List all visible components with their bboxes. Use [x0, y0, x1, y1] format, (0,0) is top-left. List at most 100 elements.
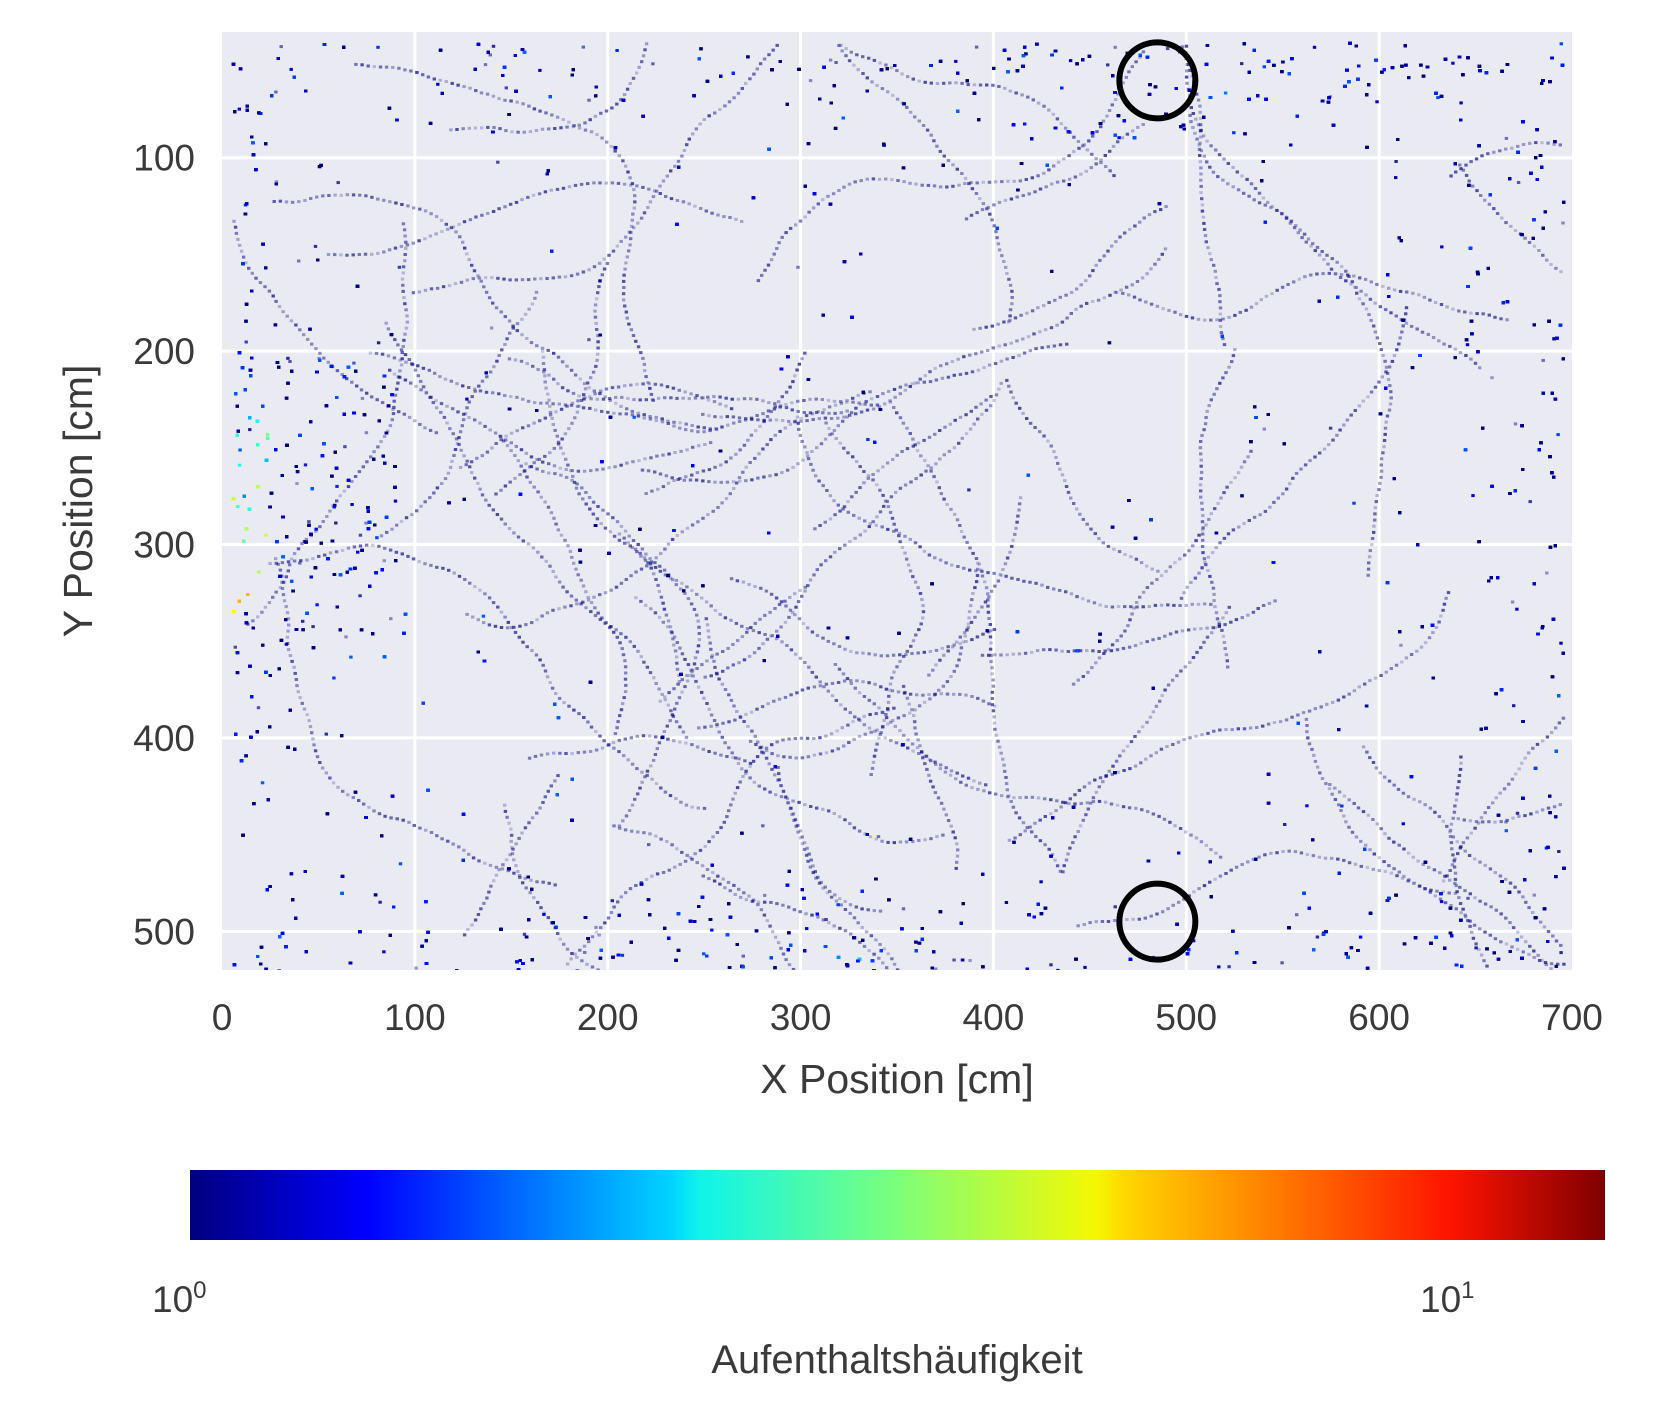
heatmap-cell	[268, 674, 272, 677]
heatmap-cell	[291, 589, 295, 593]
heatmap-cell	[1208, 860, 1212, 864]
heatmap-cell	[1283, 823, 1287, 826]
heatmap-cell	[264, 142, 268, 146]
heatmap-cell	[264, 142, 268, 146]
heatmap-cell	[1528, 849, 1532, 853]
heatmap-cell	[578, 560, 583, 564]
heatmap-cell	[1407, 76, 1411, 80]
heatmap-cell	[297, 259, 301, 263]
heatmap-cell	[1440, 245, 1444, 249]
heatmap-cell	[238, 448, 242, 452]
heatmap-cell	[353, 790, 358, 794]
heatmap-cell	[1050, 269, 1054, 273]
heatmap-cell	[307, 523, 311, 527]
heatmap-cell	[353, 790, 358, 794]
heatmap-cell	[746, 55, 750, 59]
heatmap-cell	[1243, 132, 1247, 136]
heatmap-cell	[264, 967, 268, 970]
heatmap-cell	[307, 523, 311, 527]
heatmap-cell	[1554, 875, 1558, 879]
heatmap-cell	[1354, 44, 1358, 48]
heatmap-cell	[914, 940, 918, 944]
heatmap-cell	[291, 589, 295, 593]
heatmap-cell	[273, 323, 278, 327]
heatmap-cell	[1402, 942, 1407, 946]
heatmap-cell	[1485, 947, 1489, 951]
heatmap-cell	[1354, 44, 1358, 48]
heatmap-cell	[1486, 266, 1490, 270]
heatmap-cell	[701, 584, 705, 588]
heatmap-cell	[237, 107, 241, 111]
heatmap-cell	[295, 470, 300, 474]
heatmap-cell	[414, 966, 418, 970]
heatmap-cell	[1243, 132, 1247, 136]
heatmap-cell	[264, 967, 268, 970]
heatmap-cell	[1557, 850, 1561, 853]
heatmap-cell	[1358, 935, 1363, 939]
heatmap-cell	[535, 409, 539, 412]
heatmap-cell	[358, 594, 362, 598]
heatmap-cell	[787, 931, 791, 935]
heatmap-cell	[313, 244, 318, 248]
heatmap-cell	[1281, 60, 1285, 64]
heatmap-cell	[308, 327, 312, 331]
heatmap-cell	[284, 618, 288, 622]
heatmap-cell	[307, 523, 311, 527]
heatmap-cell	[245, 104, 249, 108]
heatmap-cell	[1492, 951, 1496, 955]
heatmap-cell	[1394, 160, 1398, 163]
heatmap-cell	[1453, 356, 1457, 360]
heatmap-cell	[1354, 44, 1358, 48]
heatmap-cell	[1496, 957, 1501, 961]
heatmap-cell	[309, 420, 313, 424]
heatmap-cell	[1240, 494, 1244, 498]
heatmap-cell	[1510, 600, 1515, 604]
heatmap-cell	[1392, 477, 1396, 481]
heatmap-cell	[1402, 942, 1407, 946]
heatmap-cell	[332, 573, 337, 576]
heatmap-cell	[244, 319, 248, 323]
heatmap-cell	[598, 333, 602, 337]
heatmap-cell	[268, 725, 272, 729]
heatmap-cell	[914, 940, 918, 944]
heatmap-cell	[308, 327, 312, 331]
heatmap-cell	[268, 674, 272, 677]
heatmap-cell	[333, 503, 337, 507]
heatmap-cell	[384, 431, 389, 435]
heatmap-cell	[1490, 376, 1494, 380]
heatmap-cell	[901, 907, 906, 911]
heatmap-cell	[575, 969, 580, 970]
heatmap-cell	[530, 887, 534, 891]
heatmap-cell	[1496, 957, 1501, 961]
heatmap-cell	[288, 708, 292, 712]
heatmap-cell	[268, 725, 272, 729]
heatmap-cell	[1448, 931, 1453, 935]
heatmap-cell	[1337, 728, 1341, 732]
heatmap-cell	[1515, 811, 1520, 815]
heatmap-cell	[710, 928, 714, 932]
heatmap-cell	[1396, 138, 1400, 141]
heatmap-cell	[377, 419, 381, 423]
heatmap-cell	[954, 59, 958, 63]
heatmap-cell	[1262, 65, 1266, 69]
heatmap-cell	[264, 142, 268, 146]
heatmap-cell	[1349, 946, 1354, 950]
heatmap-cell	[778, 60, 782, 63]
heatmap-cell	[1553, 140, 1557, 144]
heatmap-cell	[761, 824, 765, 828]
heatmap-cell	[1554, 964, 1558, 968]
heatmap-cell	[646, 898, 651, 902]
heatmap-cell	[1177, 851, 1181, 855]
heatmap-cell	[1012, 840, 1016, 844]
heatmap-cell	[268, 674, 272, 677]
heatmap-cell	[288, 708, 292, 712]
heatmap-cell	[356, 550, 360, 554]
heatmap-cell	[1554, 875, 1558, 879]
heatmap-cell	[1050, 269, 1054, 273]
heatmap-cell	[828, 58, 833, 62]
heatmap-cell	[1410, 366, 1415, 370]
heatmap-cell	[307, 520, 311, 524]
heatmap-cell	[1410, 366, 1415, 370]
heatmap-cell	[235, 404, 239, 408]
heatmap-cell	[746, 55, 750, 59]
